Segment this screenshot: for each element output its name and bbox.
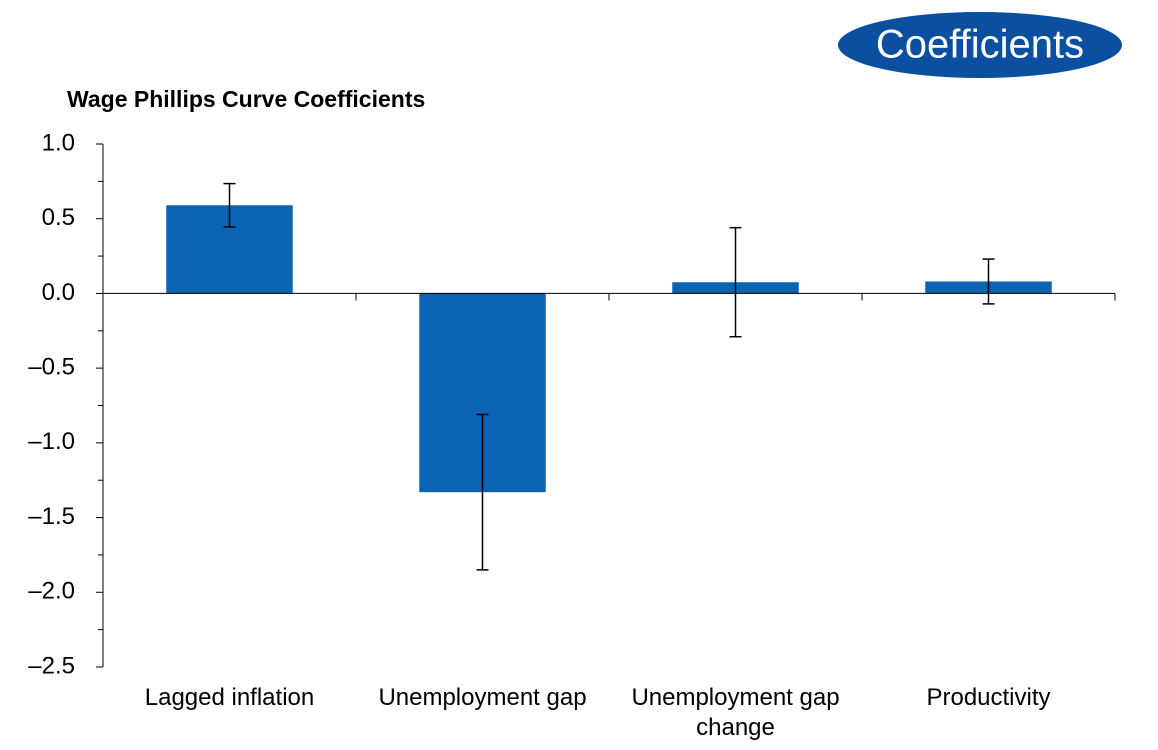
y-tick-label: 0.5 [42,204,75,231]
y-tick-label: 1.0 [42,129,75,156]
y-tick-label: –2.0 [28,578,75,605]
y-tick-label: –1.0 [28,428,75,455]
x-tick-label: Unemployment gap change [631,684,840,741]
error-bar [223,182,236,228]
error-bar [982,258,995,305]
error-bar [729,226,742,338]
badge: Coefficients [876,23,1084,67]
error-bar [476,413,489,571]
badge-shape [838,12,1122,78]
x-tick-label: Lagged inflation [144,684,315,711]
y-tick-label: 0.0 [42,279,75,306]
x-tick-label: Productivity [926,684,1051,711]
y-tick-label: –1.5 [28,503,75,530]
y-tick-label: –2.5 [28,652,75,679]
chart-title: Wage Phillips Curve Coefficients [67,86,425,112]
y-tick-label: –0.5 [28,353,75,380]
x-tick-label: Unemployment gap [378,684,587,711]
